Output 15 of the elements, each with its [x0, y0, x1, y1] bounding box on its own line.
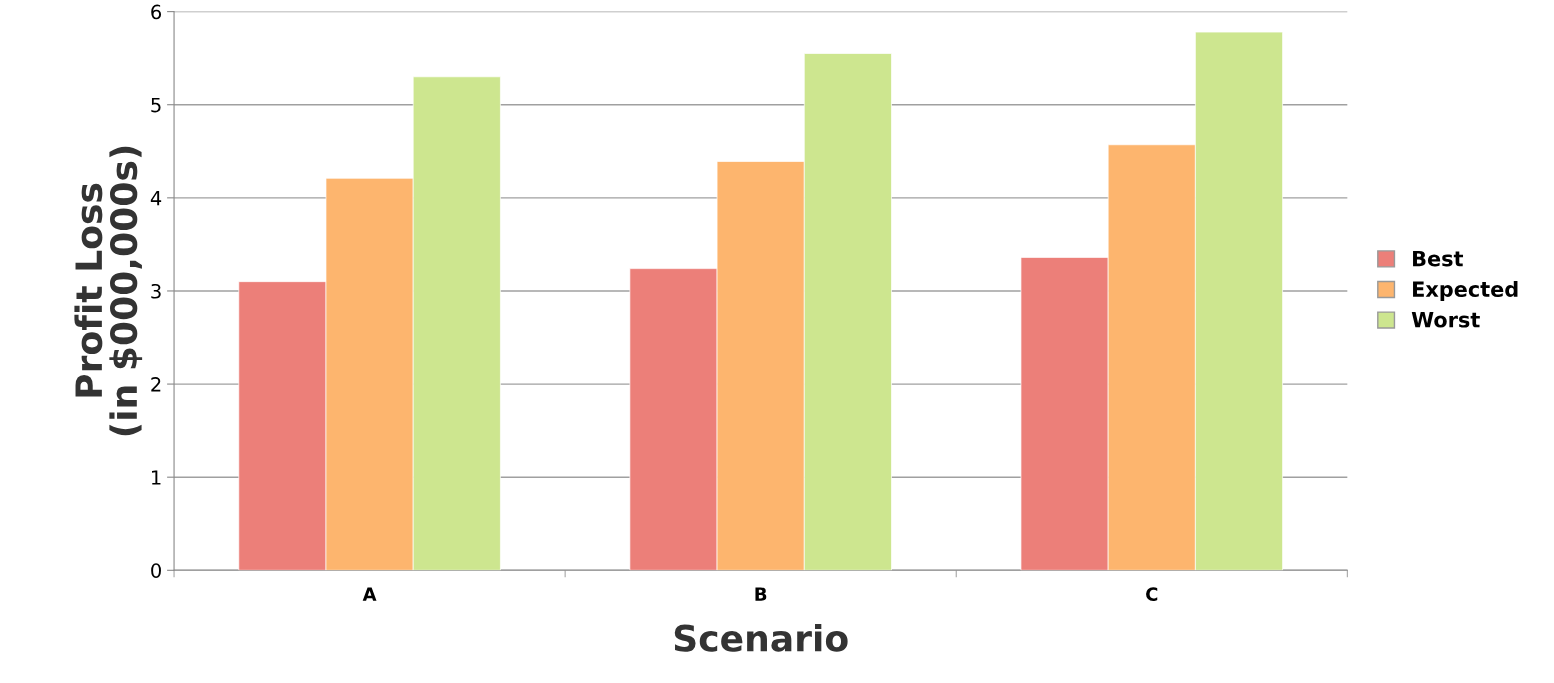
- y-tick-label: 3: [151, 283, 161, 299]
- legend-label: Best: [1413, 250, 1464, 267]
- legend-label: Worst: [1411, 312, 1480, 328]
- y-tick-label: 0: [151, 563, 161, 578]
- y-tick-label: 1: [152, 470, 161, 485]
- legend-label: Expected: [1413, 280, 1518, 302]
- y-tick-label: 6: [151, 4, 162, 20]
- x-tick-label: C: [1146, 587, 1158, 601]
- y-tick-label: 4: [150, 191, 162, 206]
- x-tick-label: B: [755, 587, 767, 601]
- x-tick-label: A: [362, 587, 377, 601]
- x-axis-title: Scenario: [674, 623, 848, 652]
- y-axis-title: Profit Loss (in $000,000s): [74, 146, 143, 436]
- y-tick-label: 5: [151, 97, 161, 113]
- y-tick-label: 2: [151, 377, 161, 392]
